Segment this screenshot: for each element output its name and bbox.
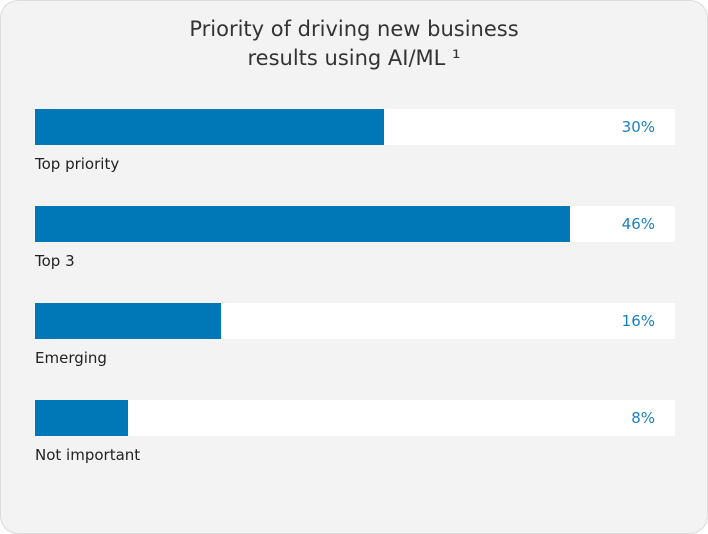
- value-label: 46%: [621, 215, 655, 233]
- bar-row: 8% Not important: [35, 400, 675, 497]
- category-label: Emerging: [35, 349, 107, 367]
- value-label: 16%: [621, 312, 655, 330]
- bar-emerging: [35, 303, 221, 339]
- category-label: Top 3: [35, 252, 75, 270]
- bar-rows: 30% Top priority 46% Top 3 16% Emerging …: [35, 109, 675, 497]
- category-label: Not important: [35, 446, 141, 464]
- value-label: 8%: [631, 409, 655, 427]
- value-label: 30%: [621, 118, 655, 136]
- bar-row: 16% Emerging: [35, 303, 675, 400]
- category-label: Top priority: [35, 155, 120, 173]
- bar-row: 30% Top priority: [35, 109, 675, 206]
- chart-title: Priority of driving new business results…: [1, 15, 707, 73]
- chart-title-line-1: Priority of driving new business: [189, 17, 519, 41]
- bar-track: 8%: [35, 400, 675, 436]
- bar-track: 30%: [35, 109, 675, 145]
- bar-track: 16%: [35, 303, 675, 339]
- bar-top-priority: [35, 109, 384, 145]
- bar-top-3: [35, 206, 570, 242]
- bar-row: 46% Top 3: [35, 206, 675, 303]
- bar-track: 46%: [35, 206, 675, 242]
- bar-not-important: [35, 400, 128, 436]
- chart-title-line-2: results using AI/ML ¹: [247, 46, 461, 70]
